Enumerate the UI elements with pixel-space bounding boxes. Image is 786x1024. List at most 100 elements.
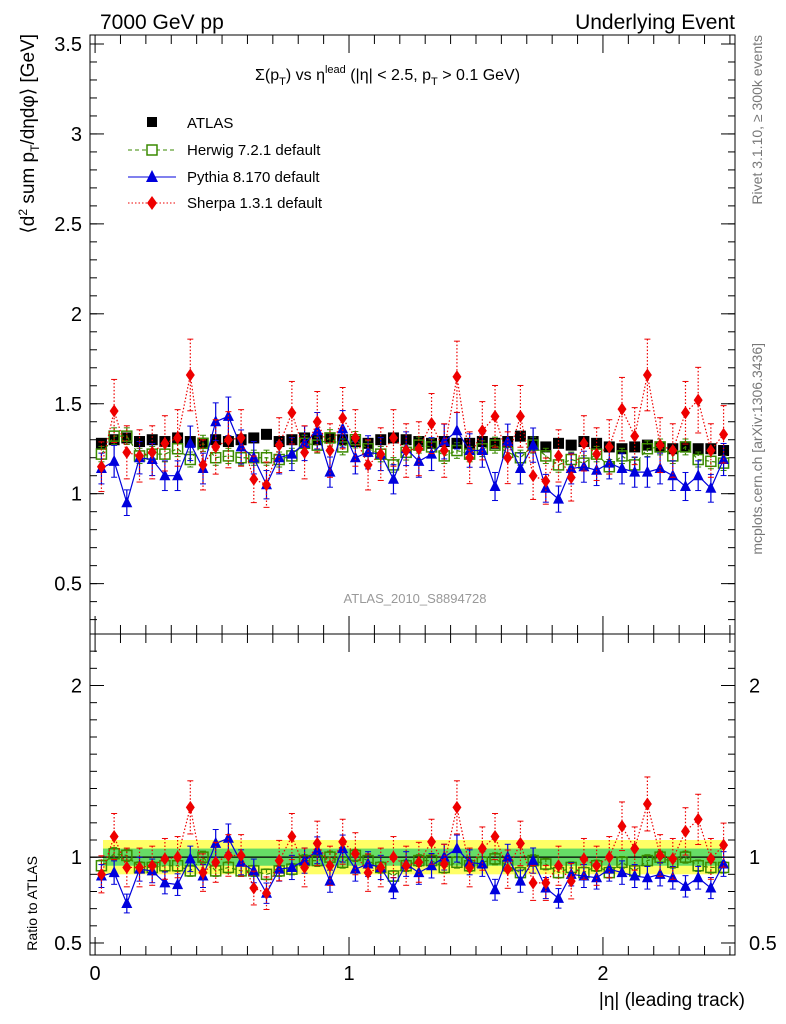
ratio-pythia-point-5 <box>159 876 171 888</box>
top-ytick-label-3: 2 <box>71 304 82 326</box>
ratio-sherpa-series <box>96 776 729 910</box>
ratio-ytick-label-2: 2 <box>71 675 82 697</box>
header-right: Underlying Event <box>575 11 735 34</box>
ratio-ytick-label-right-2: 2 <box>749 675 760 697</box>
top-sherpa-point-28 <box>452 370 462 384</box>
top-pythia-point-28 <box>451 424 463 436</box>
top-ytick-label-0: 0.5 <box>54 574 82 596</box>
top-sherpa-point-13 <box>261 478 271 492</box>
top-sherpa-point-4 <box>147 445 157 459</box>
top-pythia-point-19 <box>337 422 349 434</box>
top-pythia-point-33 <box>514 462 526 474</box>
top-sherpa-point-48 <box>706 444 716 458</box>
ratio-sherpa-point-27 <box>439 857 449 871</box>
top-sherpa-point-3 <box>135 449 145 463</box>
top-sherpa-point-33 <box>515 409 525 423</box>
top-sherpa-point-36 <box>554 449 564 463</box>
top-sherpa-point-2 <box>122 445 132 459</box>
top-atlas-point-4 <box>146 434 158 446</box>
ratio-sherpa-point-47 <box>693 812 703 826</box>
ratio-pythia-point-28 <box>451 842 463 854</box>
top-pythia-point-46 <box>679 479 691 491</box>
top-sherpa-point-27 <box>439 444 449 458</box>
ratio-pythia-point-48 <box>705 881 717 893</box>
top-sherpa-point-30 <box>477 424 487 438</box>
ratio-sherpa-point-45 <box>668 852 678 866</box>
ratio-sherpa-point-26 <box>427 835 437 849</box>
ratio-pythia-point-41 <box>616 866 628 878</box>
ratio-pythia-point-15 <box>286 860 298 872</box>
top-atlas-point-25 <box>413 436 425 448</box>
legend-marker-herwig <box>146 144 158 156</box>
ratio-ytick-label-right-0: 0.5 <box>749 933 777 955</box>
xtick-label-2: 2 <box>597 963 608 985</box>
ratio-pythia-point-43 <box>641 871 653 883</box>
top-sherpa-point-5 <box>160 436 170 450</box>
top-sherpa-point-31 <box>490 409 500 423</box>
ratio-pythia-series <box>95 823 730 914</box>
ratio-pythia-point-39 <box>591 871 603 883</box>
ratio-pythia-point-6 <box>172 878 184 890</box>
ratio-sherpa-point-5 <box>160 852 170 866</box>
top-sherpa-point-32 <box>503 451 513 465</box>
ratio-herwig-point-13 <box>260 868 273 881</box>
rivet-version-text: Rivet 3.1.10, ≥ 300k events <box>749 35 765 205</box>
ratio-sherpa-point-3 <box>135 860 145 874</box>
ratio-sherpa-point-46 <box>680 824 690 838</box>
top-pythia-point-47 <box>692 469 704 481</box>
ratio-sherpa-point-2 <box>122 860 132 874</box>
top-pythia-point-37 <box>565 462 577 474</box>
legend-label-atlas: ATLAS <box>187 115 233 132</box>
top-sherpa-point-6 <box>173 431 183 445</box>
legend-marker-atlas <box>147 117 157 127</box>
xtick-label-1: 1 <box>343 963 354 985</box>
top-sherpa-point-9 <box>211 440 221 454</box>
top-sherpa-series <box>96 338 729 508</box>
ratio-pythia-point-47 <box>692 871 704 883</box>
ratio-sherpa-point-42 <box>630 842 640 856</box>
top-sherpa-point-46 <box>680 406 690 420</box>
top-pythia-point-5 <box>159 469 171 481</box>
top-pythia-point-1 <box>108 454 120 466</box>
ratio-sherpa-point-29 <box>465 860 475 874</box>
top-pythia-point-15 <box>286 447 298 459</box>
top-pythia-point-20 <box>349 451 361 463</box>
top-pythia-point-17 <box>311 424 323 436</box>
ratio-pythia-point-12 <box>248 864 260 876</box>
top-ytick-label-1: 1 <box>71 484 82 506</box>
top-sherpa-point-12 <box>249 472 259 486</box>
top-pythia-point-30 <box>476 444 488 456</box>
top-sherpa-point-14 <box>274 438 284 452</box>
top-sherpa-point-26 <box>427 417 437 431</box>
top-sherpa-point-39 <box>592 447 602 461</box>
legend-label-pythia: Pythia 8.170 default <box>187 169 320 186</box>
ratio-sherpa-point-6 <box>173 850 183 864</box>
ratio-pythia-point-10 <box>222 831 234 843</box>
ratio-sherpa-point-21 <box>363 866 373 880</box>
top-atlas-point-47 <box>692 443 704 455</box>
top-sherpa-point-40 <box>604 440 614 454</box>
ratio-sherpa-point-39 <box>592 859 602 873</box>
ratio-sherpa-point-20 <box>350 847 360 861</box>
header-left: 7000 GeV pp <box>100 11 224 34</box>
top-atlas-point-43 <box>641 439 653 451</box>
top-pythia-point-41 <box>616 462 628 474</box>
top-ytick-label-2: 1.5 <box>54 394 82 416</box>
ratio-sherpa-point-16 <box>300 860 310 874</box>
top-pythia-point-23 <box>387 472 399 484</box>
ratio-sherpa-point-43 <box>642 797 652 811</box>
top-pythia-point-48 <box>705 481 717 493</box>
legend-label-sherpa: Sherpa 1.3.1 default <box>187 195 323 212</box>
top-atlas-point-39 <box>591 437 603 449</box>
ratio-sherpa-point-0 <box>96 867 106 881</box>
ratio-pythia-point-7 <box>184 852 196 864</box>
top-pythia-point-39 <box>591 463 603 475</box>
top-herwig-point-35 <box>540 450 552 462</box>
ratio-pythia-point-1 <box>108 866 120 878</box>
mcplots-reference-text: mcplots.cern.ch [arXiv:1306.3436] <box>749 343 765 555</box>
top-sherpa-point-45 <box>668 444 678 458</box>
top-pythia-point-27 <box>438 435 450 447</box>
top-ytick-label-4: 2.5 <box>54 214 82 236</box>
ratio-sherpa-point-17 <box>312 836 322 850</box>
ratio-sherpa-point-30 <box>477 842 487 856</box>
